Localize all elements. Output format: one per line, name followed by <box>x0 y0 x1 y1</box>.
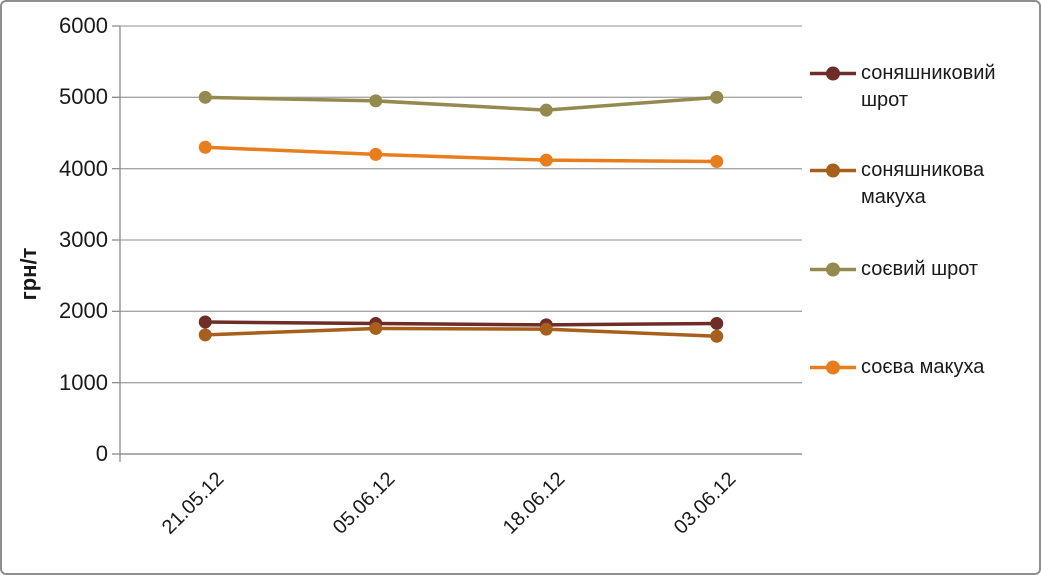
data-point-marker <box>369 147 383 161</box>
y-tick-label: 1000 <box>59 369 108 395</box>
data-point-marker <box>198 328 212 342</box>
legend-label: соєвий шрот <box>861 258 979 280</box>
data-point-marker <box>710 155 724 169</box>
data-point-marker <box>198 315 212 329</box>
legend-item: соєвий шрот <box>810 256 1038 283</box>
legend-label: соєва макуха <box>861 356 985 378</box>
series-line <box>205 145 717 164</box>
legend-item: соняшниковий шрот <box>810 60 1038 114</box>
y-tick-label: 3000 <box>59 227 108 252</box>
y-tick-label: 4000 <box>59 155 108 181</box>
legend-line-marker-icon <box>810 360 856 375</box>
data-point-marker <box>539 153 553 167</box>
legend-line-marker-icon <box>810 163 856 178</box>
series-line <box>205 95 717 112</box>
legend-label: соняшниковий шрот <box>861 62 996 111</box>
series-line <box>205 326 717 339</box>
y-tick-label: 5000 <box>59 84 108 110</box>
data-point-marker <box>198 140 212 154</box>
legend-line-marker-icon <box>810 66 856 81</box>
data-point-marker <box>710 90 724 104</box>
y-tick-label: 0 <box>95 441 108 466</box>
y-tick-label: 6000 <box>59 13 108 38</box>
data-point-marker <box>710 316 724 330</box>
legend-line-marker-icon <box>810 262 856 277</box>
legend-label: соняшникова макуха <box>861 159 985 208</box>
data-point-marker <box>539 322 553 336</box>
data-point-marker <box>369 94 383 108</box>
data-point-marker <box>369 321 383 335</box>
data-point-marker <box>710 329 724 343</box>
legend-item: соєва макуха <box>810 354 1038 381</box>
legend-item: соняшникова макуха <box>810 157 1038 211</box>
y-axis-title: грн/т <box>16 247 41 301</box>
data-point-marker <box>198 90 212 104</box>
y-tick-label: 2000 <box>59 298 108 324</box>
series-line <box>205 320 717 327</box>
data-point-marker <box>539 103 553 117</box>
